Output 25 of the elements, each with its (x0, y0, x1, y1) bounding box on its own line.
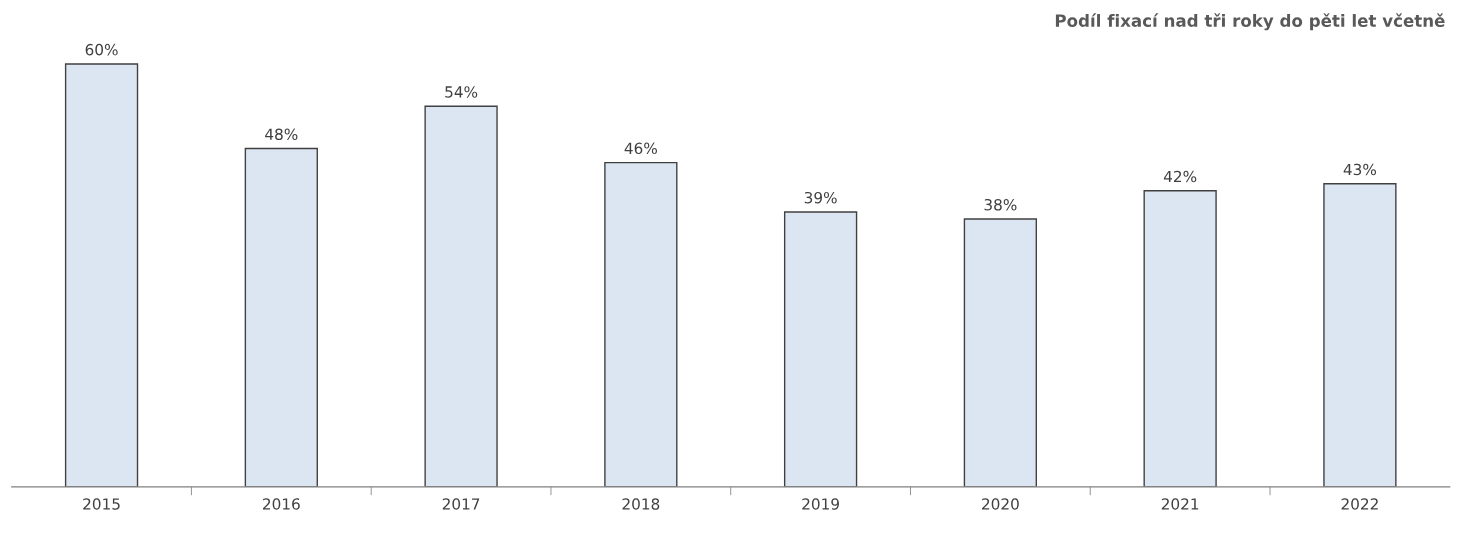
x-tick-label: 2019 (802, 498, 839, 510)
x-tick-label: 2020 (982, 498, 1019, 510)
data-label: 54% (445, 86, 478, 98)
bar (1323, 183, 1397, 487)
chart-title: Podíl fixací nad tři roky do pěti let včetně (1055, 13, 1445, 31)
bar (783, 211, 858, 487)
data-label: 60% (85, 43, 118, 56)
x-tick-label: 2015 (83, 498, 120, 510)
x-tick-label: 2017 (442, 498, 480, 510)
bar (963, 218, 1038, 487)
x-tick-label: 2022 (1341, 498, 1378, 510)
bar (244, 147, 318, 487)
x-tick-label: 2016 (263, 498, 300, 510)
data-label: 46% (624, 142, 657, 155)
bar (604, 161, 678, 487)
x-tick-label: 2018 (622, 498, 660, 510)
data-label: 48% (265, 128, 298, 141)
data-label: 38% (984, 198, 1017, 211)
data-label: 43% (1343, 163, 1377, 176)
x-tick-label: 2021 (1161, 498, 1199, 510)
bar (64, 63, 139, 487)
data-label: 39% (804, 191, 837, 204)
bar (1143, 190, 1217, 487)
data-label: 42% (1163, 170, 1197, 183)
bar (424, 105, 498, 487)
